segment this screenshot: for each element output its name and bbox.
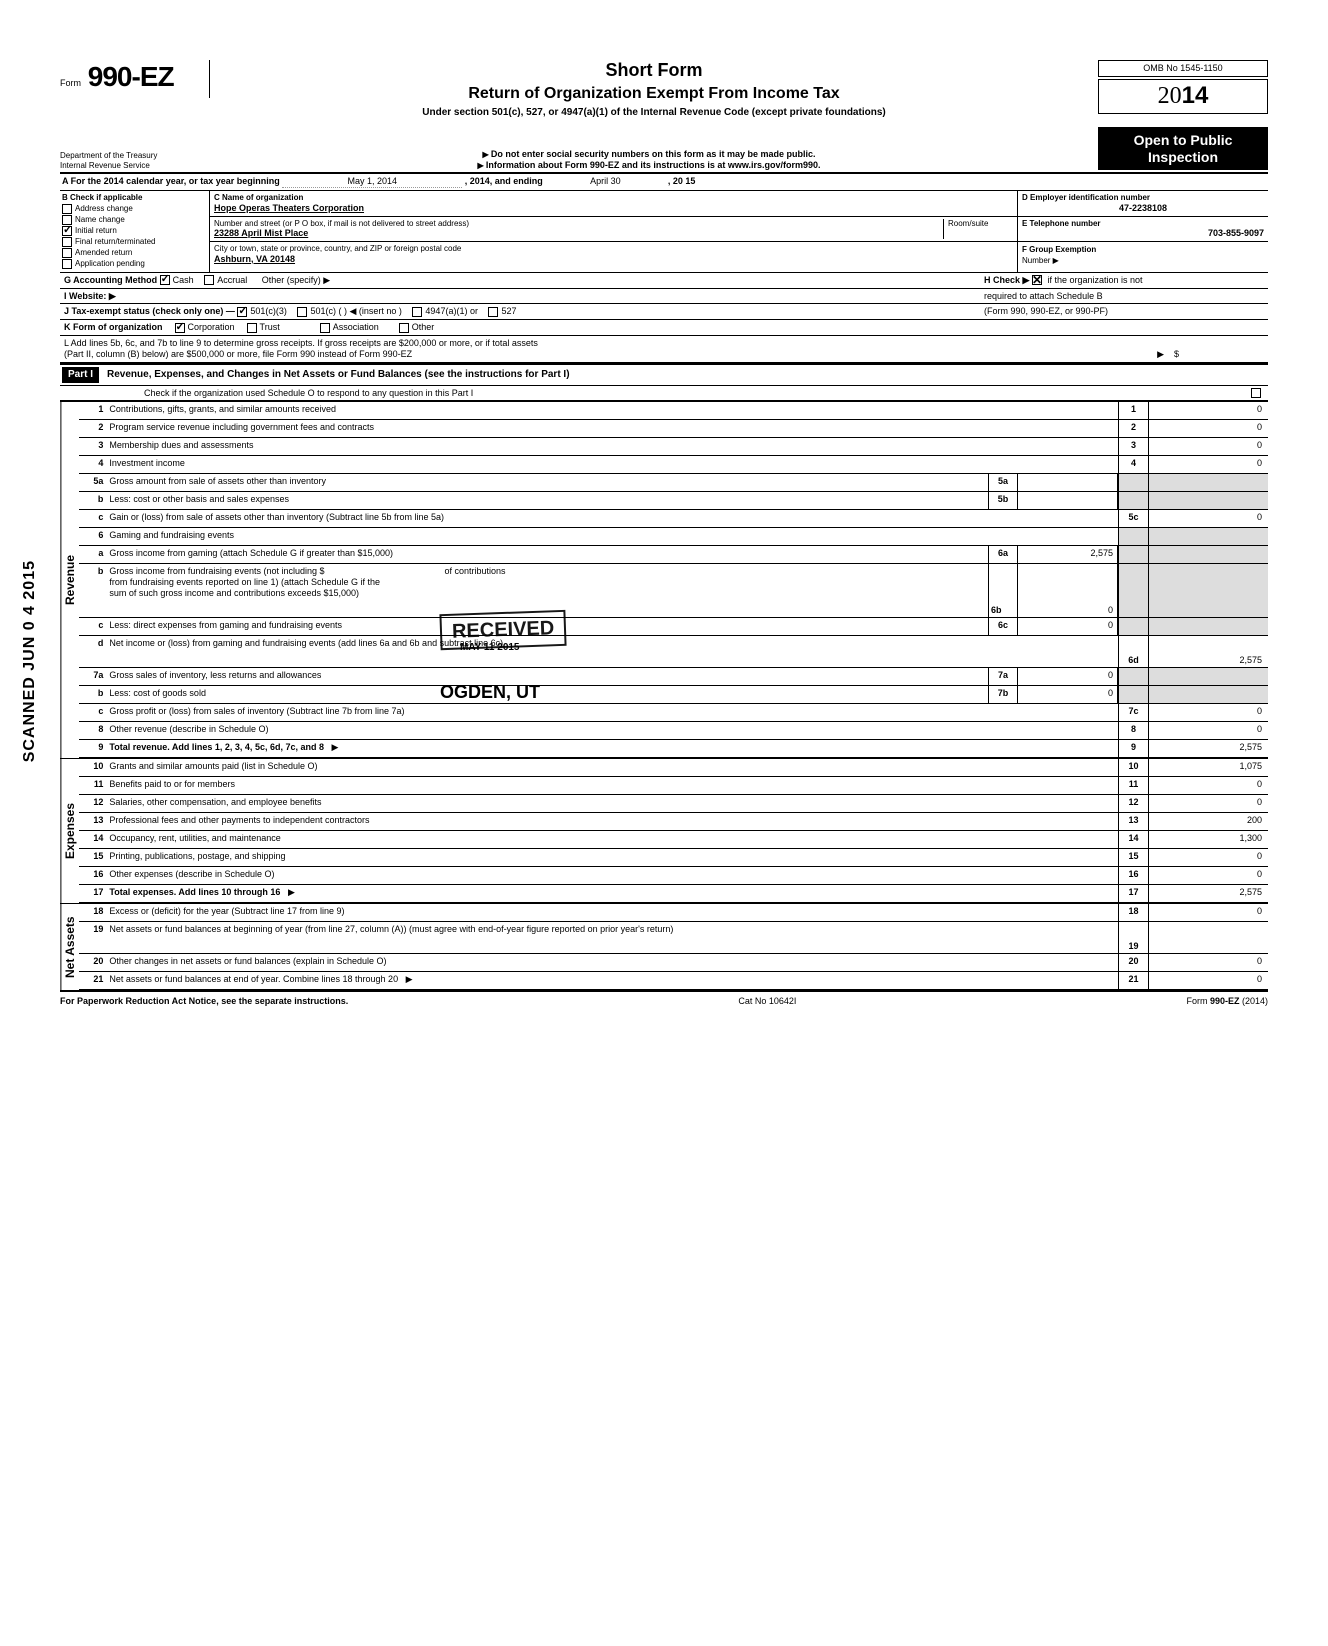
chk-pending[interactable]	[62, 259, 72, 269]
part1-header: Part I Revenue, Expenses, and Changes in…	[60, 363, 1268, 386]
table-row: bGross income from fundraising events (n…	[79, 564, 1268, 618]
table-row: 4Investment income40	[79, 456, 1268, 474]
chk-cash[interactable]	[160, 275, 170, 285]
form-number: 990-EZ	[88, 61, 174, 92]
table-row: 5aGross amount from sale of assets other…	[79, 474, 1268, 492]
row-j: J Tax-exempt status (check only one) — 5…	[60, 304, 1268, 320]
col-d: D Employer identification number 47-2238…	[1018, 191, 1268, 272]
table-row: 14Occupancy, rent, utilities, and mainte…	[79, 831, 1268, 849]
revenue-table: Revenue 1Contributions, gifts, grants, a…	[60, 401, 1268, 758]
short-form-label: Short Form	[220, 60, 1088, 82]
row-k: K Form of organization Corporation Trust…	[60, 320, 1268, 336]
year-box: 2014	[1098, 79, 1268, 114]
chk-corp[interactable]	[175, 323, 185, 333]
table-row: 16Other expenses (describe in Schedule O…	[79, 867, 1268, 885]
table-row: 9Total revenue. Add lines 1, 2, 3, 4, 5c…	[79, 740, 1268, 758]
table-row: dNet income or (loss) from gaming and fu…	[79, 636, 1268, 668]
table-row: 1Contributions, gifts, grants, and simil…	[79, 402, 1268, 420]
table-row: 21Net assets or fund balances at end of …	[79, 972, 1268, 990]
scanned-stamp: SCANNED JUN 0 4 2015	[20, 560, 39, 762]
form-prefix: Form	[60, 78, 81, 88]
omb-box: OMB No 1545-1150	[1098, 60, 1268, 77]
chk-501c[interactable]	[297, 307, 307, 317]
stamp-date: MAY 11 2015	[460, 642, 520, 654]
open-public: Open to Public Inspection	[1098, 127, 1268, 171]
row-a: A For the 2014 calendar year, or tax yea…	[60, 174, 1268, 191]
footer-left: For Paperwork Reduction Act Notice, see …	[60, 996, 348, 1007]
chk-final[interactable]	[62, 237, 72, 247]
row-g: G Accounting Method Cash Accrual Other (…	[60, 273, 1268, 289]
chk-4947[interactable]	[412, 307, 422, 317]
stamp-ogden: OGDEN, UT	[440, 682, 540, 704]
table-row: 2Program service revenue including gover…	[79, 420, 1268, 438]
chk-assoc[interactable]	[320, 323, 330, 333]
dept-line2: Internal Revenue Service	[60, 161, 200, 171]
dept-line1: Department of the Treasury	[60, 151, 200, 161]
table-row: cLess: direct expenses from gaming and f…	[79, 618, 1268, 636]
footer-mid: Cat No 10642I	[738, 996, 796, 1007]
table-row: bLess: cost of goods sold7b0	[79, 686, 1268, 704]
table-row: 18Excess or (deficit) for the year (Subt…	[79, 904, 1268, 922]
table-row: cGain or (loss) from sale of assets othe…	[79, 510, 1268, 528]
section-bcd: B Check if applicable Address change Nam…	[60, 191, 1268, 273]
table-row: 12Salaries, other compensation, and empl…	[79, 795, 1268, 813]
chk-accrual[interactable]	[204, 275, 214, 285]
col-c: C Name of organization Hope Operas Theat…	[210, 191, 1018, 272]
table-row: 6Gaming and fundraising events	[79, 528, 1268, 546]
table-row: bLess: cost or other basis and sales exp…	[79, 492, 1268, 510]
table-row: 15Printing, publications, postage, and s…	[79, 849, 1268, 867]
main-title: Return of Organization Exempt From Incom…	[220, 84, 1088, 103]
row-l: L Add lines 5b, 6c, and 7b to line 9 to …	[60, 336, 1268, 363]
table-row: 8Other revenue (describe in Schedule O)8…	[79, 722, 1268, 740]
part1-check: Check if the organization used Schedule …	[60, 386, 1268, 402]
table-row: 19Net assets or fund balances at beginni…	[79, 922, 1268, 954]
netassets-vtab: Net Assets	[60, 904, 79, 990]
table-row: 13Professional fees and other payments t…	[79, 813, 1268, 831]
row-i: I Website: ▶ required to attach Schedule…	[60, 289, 1268, 305]
table-row: 10Grants and similar amounts paid (list …	[79, 759, 1268, 777]
table-row: cGross profit or (loss) from sales of in…	[79, 704, 1268, 722]
expenses-table: Expenses 10Grants and similar amounts pa…	[60, 758, 1268, 903]
chk-h[interactable]	[1032, 275, 1042, 285]
footer-right: Form 990-EZ (2014)	[1186, 996, 1268, 1007]
chk-address[interactable]	[62, 204, 72, 214]
form-header: Form 990-EZ Short Form Return of Organiz…	[60, 60, 1268, 119]
col-b: B Check if applicable Address change Nam…	[60, 191, 210, 272]
dept-row: Department of the Treasury Internal Reve…	[60, 125, 1268, 175]
table-row: 7aGross sales of inventory, less returns…	[79, 668, 1268, 686]
chk-initial[interactable]	[62, 226, 72, 236]
chk-scho[interactable]	[1251, 388, 1261, 398]
chk-527[interactable]	[488, 307, 498, 317]
chk-other[interactable]	[399, 323, 409, 333]
table-row: aGross income from gaming (attach Schedu…	[79, 546, 1268, 564]
expenses-vtab: Expenses	[60, 759, 79, 903]
revenue-vtab: Revenue	[60, 402, 79, 758]
table-row: 11Benefits paid to or for members110	[79, 777, 1268, 795]
chk-trust[interactable]	[247, 323, 257, 333]
subtitle: Under section 501(c), 527, or 4947(a)(1)…	[220, 107, 1088, 119]
warn1: Do not enter social security numbers on …	[200, 149, 1098, 160]
table-row: 3Membership dues and assessments30	[79, 438, 1268, 456]
table-row: 20Other changes in net assets or fund ba…	[79, 954, 1268, 972]
footer: For Paperwork Reduction Act Notice, see …	[60, 996, 1268, 1007]
table-row: 17Total expenses. Add lines 10 through 1…	[79, 885, 1268, 903]
chk-501c3[interactable]	[237, 307, 247, 317]
warn2: Information about Form 990-EZ and its in…	[200, 160, 1098, 171]
netassets-table: Net Assets 18Excess or (deficit) for the…	[60, 903, 1268, 992]
chk-amended[interactable]	[62, 248, 72, 258]
